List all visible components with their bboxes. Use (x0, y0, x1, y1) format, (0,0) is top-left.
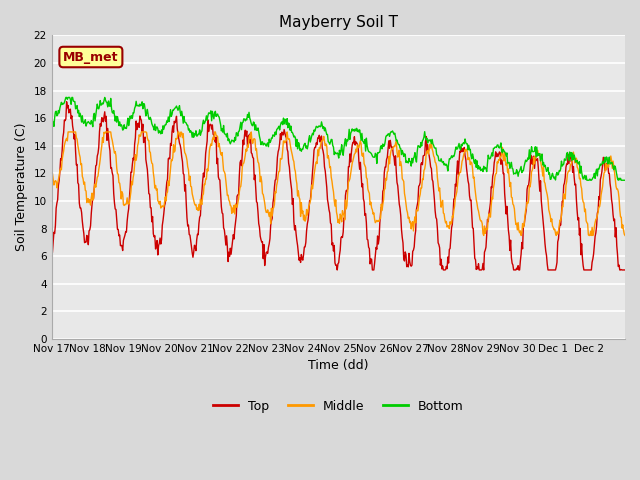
Top (116, 232, 124, 238)
Top (431, 208, 439, 214)
Middle (271, 189, 279, 195)
X-axis label: Time (dd): Time (dd) (308, 360, 369, 372)
Bottom (621, 178, 629, 183)
Middle (480, 233, 488, 239)
Top (250, 156, 257, 161)
Bottom (583, 178, 591, 183)
Top (271, 177, 279, 183)
Top (221, 234, 229, 240)
Bottom (116, 119, 124, 125)
Bottom (48, 115, 56, 121)
Legend: Top, Middle, Bottom: Top, Middle, Bottom (208, 395, 468, 418)
Bottom (221, 131, 229, 137)
Top (399, 240, 407, 246)
Middle (399, 176, 406, 182)
Line: Top: Top (52, 102, 625, 270)
Line: Middle: Middle (52, 132, 625, 236)
Title: Mayberry Soil T: Mayberry Soil T (279, 15, 398, 30)
Top (63, 99, 70, 105)
Middle (431, 155, 438, 160)
Middle (64, 129, 72, 135)
Middle (221, 171, 229, 177)
Top (621, 267, 629, 273)
Bottom (250, 119, 257, 125)
Middle (250, 136, 257, 142)
Middle (48, 176, 56, 182)
Bottom (62, 95, 70, 100)
Top (333, 267, 341, 273)
Text: MB_met: MB_met (63, 50, 118, 63)
Top (48, 252, 56, 257)
Middle (621, 233, 629, 239)
Bottom (431, 145, 438, 151)
Y-axis label: Soil Temperature (C): Soil Temperature (C) (15, 123, 28, 252)
Bottom (271, 129, 279, 135)
Line: Bottom: Bottom (52, 97, 625, 180)
Bottom (399, 147, 406, 153)
Middle (116, 180, 124, 186)
